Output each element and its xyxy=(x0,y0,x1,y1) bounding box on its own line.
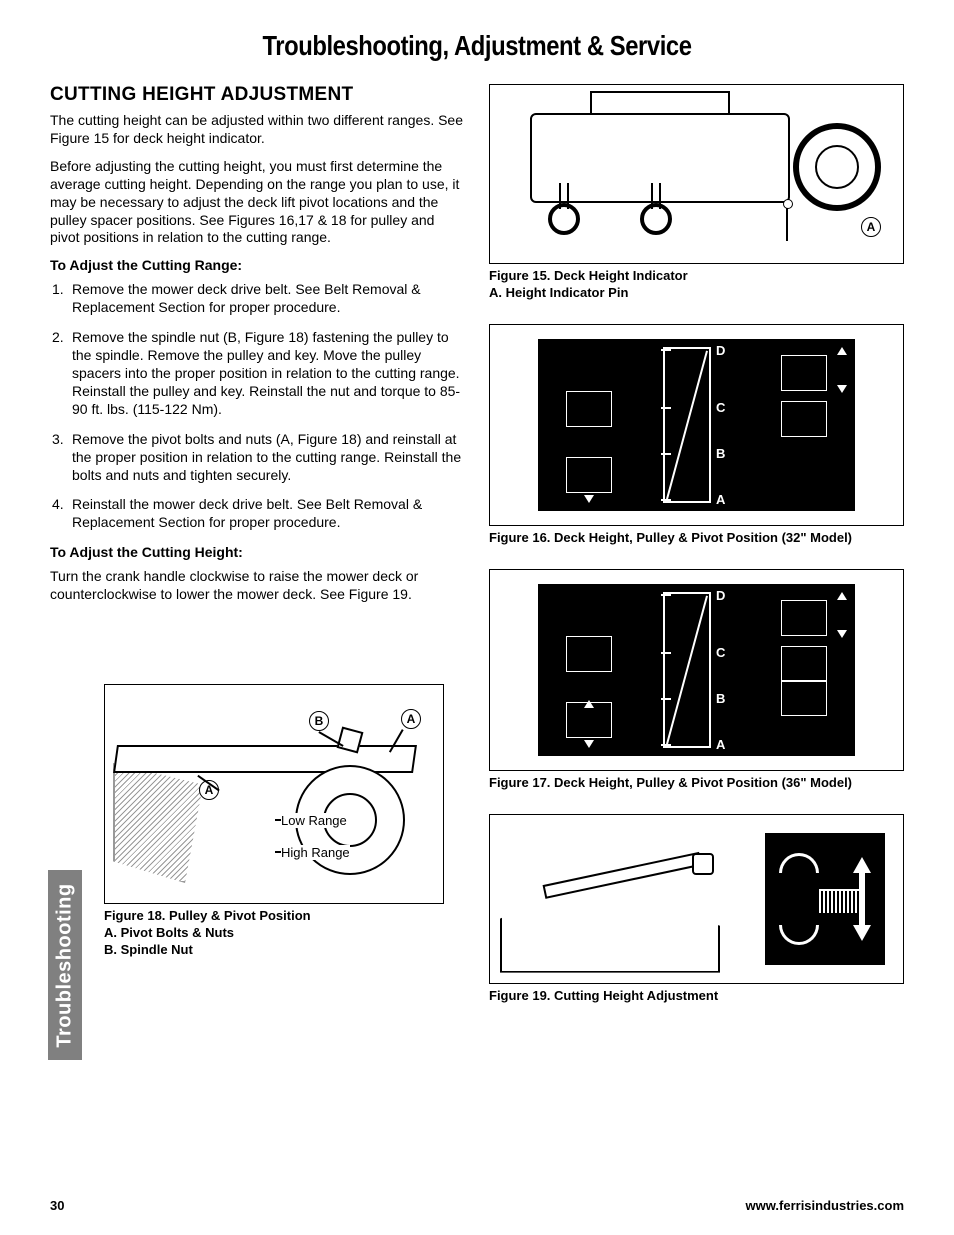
fig15-callout-a: A xyxy=(861,217,881,237)
fig18-callout-b: B xyxy=(309,711,329,731)
section-heading: CUTTING HEIGHT ADJUSTMENT xyxy=(50,84,465,106)
fig16-icon-rt xyxy=(781,355,827,391)
t xyxy=(661,594,671,596)
fig17-d: D xyxy=(716,588,725,603)
fig16-c: C xyxy=(716,400,725,415)
aw xyxy=(837,385,847,393)
aw xyxy=(837,347,847,355)
fig19-curve-bot xyxy=(779,925,819,945)
fig19-curve-top xyxy=(779,853,819,873)
fig19-arrow-stem xyxy=(859,873,865,925)
aw xyxy=(584,700,594,708)
fig17-a: A xyxy=(716,737,725,752)
fig19-panel xyxy=(765,833,885,965)
fig17-icon-rm xyxy=(781,646,827,682)
fig18-cap-l1: Figure 18. Pulley & Pivot Position xyxy=(104,908,444,925)
fig18-low-range-label: Low Range xyxy=(281,813,347,828)
adjust-range-steps: Remove the mower deck drive belt. See Be… xyxy=(50,281,465,532)
figure-17-caption: Figure 17. Deck Height, Pulley & Pivot P… xyxy=(489,775,904,792)
fig19-knob xyxy=(692,853,714,875)
fig19-arrow-up xyxy=(853,857,871,873)
fig18-callout-a-right: A xyxy=(401,709,421,729)
step-2: Remove the spindle nut (B, Figure 18) fa… xyxy=(50,329,465,419)
t xyxy=(661,652,671,654)
fig16-icon-rm xyxy=(781,401,827,437)
fig16-icon-lt xyxy=(566,391,612,427)
fig18-cap-l2: A. Pivot Bolts & Nuts xyxy=(104,925,444,942)
fig16-diag xyxy=(665,349,709,501)
fig17-b: B xyxy=(716,691,725,706)
figure-18: A A B Low Range High Range xyxy=(104,684,444,904)
t xyxy=(661,499,671,501)
fig15-pin xyxy=(786,205,788,241)
figure-18-caption: Figure 18. Pulley & Pivot Position A. Pi… xyxy=(104,908,444,959)
fig17-icon-rmb xyxy=(781,680,827,716)
fig15-fork-2 xyxy=(651,183,661,209)
fig17-c: C xyxy=(716,645,725,660)
figure-15-caption: Figure 15. Deck Height Indicator A. Heig… xyxy=(489,268,904,302)
fig18-hatch xyxy=(113,763,203,883)
aw xyxy=(584,495,594,503)
figure-16: A B C D xyxy=(489,324,904,526)
figure-17: A B C D xyxy=(489,569,904,771)
step-1: Remove the mower deck drive belt. See Be… xyxy=(50,281,465,317)
page-title: Troubleshooting, Adjustment & Service xyxy=(114,30,840,62)
fig16-d: D xyxy=(716,343,725,358)
fig18-tick-low xyxy=(275,819,281,821)
fig15-wheel xyxy=(793,123,881,211)
figure-18-wrap: A A B Low Range High Range Figure 18. Pu… xyxy=(104,684,444,959)
aw xyxy=(837,630,847,638)
fig16-icon-lb xyxy=(566,457,612,493)
t xyxy=(661,698,671,700)
aw xyxy=(584,740,594,748)
fig15-fork-1 xyxy=(559,183,569,209)
fig16-panel: A B C D xyxy=(538,339,855,511)
t xyxy=(661,349,671,351)
fig19-arrow-down xyxy=(853,925,871,941)
figure-19-caption: Figure 19. Cutting Height Adjustment xyxy=(489,988,904,1005)
t xyxy=(661,453,671,455)
fig17-icon-rt xyxy=(781,600,827,636)
fig15-cap-l1: Figure 15. Deck Height Indicator xyxy=(489,268,904,285)
adjust-height-heading: To Adjust the Cutting Height: xyxy=(50,544,465,560)
figure-15: A xyxy=(489,84,904,264)
step-3: Remove the pivot bolts and nuts (A, Figu… xyxy=(50,431,465,485)
fig18-cap-l3: B. Spindle Nut xyxy=(104,942,444,959)
footer-url: www.ferrisindustries.com xyxy=(746,1198,904,1213)
intro-paragraph-1: The cutting height can be adjusted withi… xyxy=(50,112,465,148)
figure-16-caption: Figure 16. Deck Height, Pulley & Pivot P… xyxy=(489,530,904,547)
two-column-layout: CUTTING HEIGHT ADJUSTMENT The cutting he… xyxy=(50,84,904,1004)
adjust-height-body: Turn the crank handle clockwise to raise… xyxy=(50,568,465,604)
fig15-cap-l2: A. Height Indicator Pin xyxy=(489,285,904,302)
fig19-comb xyxy=(819,889,859,913)
step-4: Reinstall the mower deck drive belt. See… xyxy=(50,496,465,532)
t xyxy=(661,407,671,409)
fig17-icon-lt xyxy=(566,636,612,672)
fig17-diag xyxy=(665,594,709,746)
side-tab-label: Troubleshooting xyxy=(54,883,77,1047)
left-column: CUTTING HEIGHT ADJUSTMENT The cutting he… xyxy=(50,84,465,1004)
fig19-arm xyxy=(543,851,702,898)
fig16-a: A xyxy=(716,492,725,507)
page-footer: 30 www.ferrisindustries.com xyxy=(50,1198,904,1213)
figure-19 xyxy=(489,814,904,984)
aw xyxy=(837,592,847,600)
adjust-range-heading: To Adjust the Cutting Range: xyxy=(50,257,465,273)
side-tab: Troubleshooting xyxy=(48,870,82,1060)
fig16-b: B xyxy=(716,446,725,461)
fig17-panel: A B C D xyxy=(538,584,855,756)
footer-page-number: 30 xyxy=(50,1198,64,1213)
t xyxy=(661,744,671,746)
fig18-high-range-label: High Range xyxy=(281,845,350,860)
fig18-tick-high xyxy=(275,851,281,853)
intro-paragraph-2: Before adjusting the cutting height, you… xyxy=(50,158,465,248)
right-column: A Figure 15. Deck Height Indicator A. He… xyxy=(489,84,904,1004)
fig19-base xyxy=(500,883,720,973)
